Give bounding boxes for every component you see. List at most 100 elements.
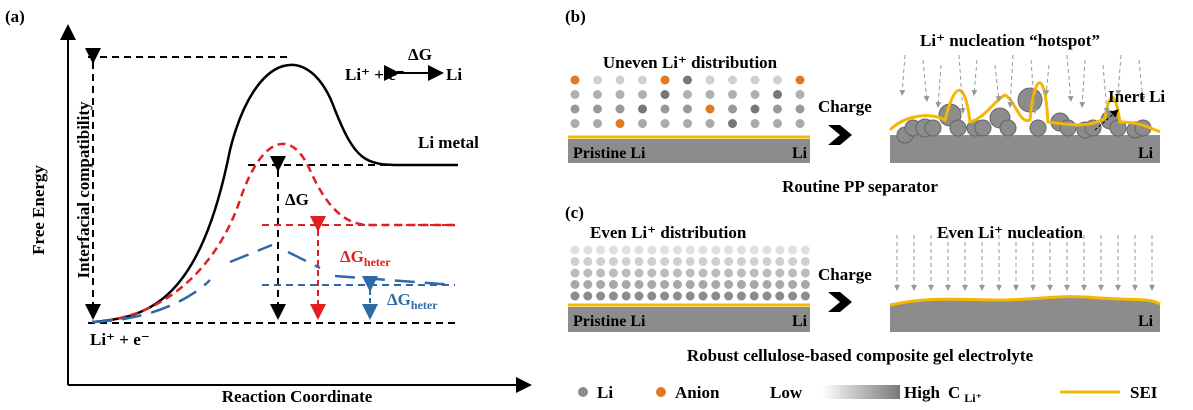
ion [661, 119, 670, 128]
ion [775, 292, 784, 301]
ion [796, 119, 805, 128]
main: ΔG [340, 247, 364, 266]
ion [686, 257, 695, 266]
ion [706, 90, 715, 99]
ion [699, 257, 708, 266]
y-axis-title: Free Energy [29, 165, 48, 255]
ion [583, 257, 592, 266]
li-deposit [1000, 120, 1016, 136]
panel-label: (b) [565, 7, 586, 26]
ion [661, 76, 670, 85]
ion [673, 280, 682, 289]
sub: heter [364, 255, 391, 269]
ion [796, 90, 805, 99]
ion [699, 269, 708, 278]
ion [728, 76, 737, 85]
main: ΔG [387, 290, 411, 309]
ion [711, 292, 720, 301]
ion [571, 292, 580, 301]
ion [711, 280, 720, 289]
li: Li [1138, 313, 1154, 330]
flux-arrow [1067, 55, 1071, 101]
figure: (a) Free Energy Interfacial compatibilit… [0, 0, 1193, 410]
flux-arrow [923, 60, 927, 101]
ion [596, 257, 605, 266]
ion [724, 257, 733, 266]
ion [724, 280, 733, 289]
ion [593, 105, 602, 114]
ion [763, 280, 772, 289]
charge: Charge [818, 265, 872, 284]
sub: Li⁺ [964, 391, 982, 405]
ion [706, 105, 715, 114]
ion [683, 105, 692, 114]
ion [660, 246, 669, 255]
ion [583, 292, 592, 301]
ion [571, 119, 580, 128]
ion [571, 105, 580, 114]
right-title: Even Li⁺ nucleation [937, 223, 1083, 242]
reactant-label: Li⁺ + e⁻ [90, 330, 150, 349]
ion [706, 76, 715, 85]
ion [763, 292, 772, 301]
li-metal-label: Li metal [418, 133, 479, 152]
li-deposit [950, 120, 966, 136]
ion [571, 246, 580, 255]
ion [686, 269, 695, 278]
ion [596, 280, 605, 289]
ion [699, 280, 708, 289]
ion [751, 76, 760, 85]
ion [609, 269, 618, 278]
ion [737, 269, 746, 278]
ion [773, 76, 782, 85]
ion [773, 90, 782, 99]
ion [622, 280, 631, 289]
ion [647, 269, 656, 278]
legend-low: Low [770, 383, 803, 402]
ion [635, 269, 644, 278]
ion [616, 119, 625, 128]
legend-high: High [904, 383, 940, 402]
ion [751, 90, 760, 99]
panel-label: (c) [565, 203, 584, 222]
pristine: Pristine Li [573, 145, 646, 162]
ion [673, 257, 682, 266]
ion [616, 76, 625, 85]
ion [571, 76, 580, 85]
y-arrow-label: Interfacial compatibility [74, 101, 93, 279]
ion [737, 257, 746, 266]
ion [686, 292, 695, 301]
ion [609, 257, 618, 266]
ion [647, 257, 656, 266]
caption: Routine PP separator [782, 177, 938, 196]
ion [622, 257, 631, 266]
ion [593, 76, 602, 85]
ion [647, 246, 656, 255]
ion [660, 292, 669, 301]
ion [571, 257, 580, 266]
dg-heter-blue: ΔGheter [387, 290, 438, 312]
ion [638, 76, 647, 85]
legend-anion: Anion [675, 383, 720, 402]
li-deposit [925, 120, 941, 136]
ion [706, 119, 715, 128]
ion [661, 105, 670, 114]
ion [788, 257, 797, 266]
charge: Charge [818, 97, 872, 116]
ion [638, 119, 647, 128]
ion [763, 257, 772, 266]
ion [683, 90, 692, 99]
x-axis-title: Reaction Coordinate [222, 387, 373, 406]
reaction-left: Li⁺ + e⁻ [345, 65, 405, 84]
ion [711, 246, 720, 255]
flux-arrow [902, 55, 905, 95]
ion [660, 269, 669, 278]
ion [686, 280, 695, 289]
ion [711, 269, 720, 278]
ion [609, 292, 618, 301]
ion [750, 257, 759, 266]
ion [673, 292, 682, 301]
ion [750, 280, 759, 289]
ion [699, 292, 708, 301]
